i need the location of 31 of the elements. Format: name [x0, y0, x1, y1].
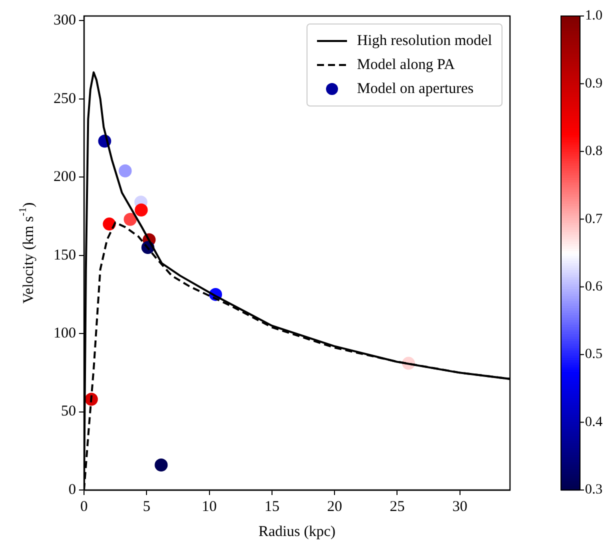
- y-tick-label: 300: [54, 12, 76, 29]
- x-axis-title: Radius (kpc): [258, 524, 336, 540]
- y-tick-label: 250: [54, 90, 76, 107]
- point: [154, 458, 168, 472]
- legend-label: Model along PA: [357, 56, 455, 73]
- color-bar-label: 0.9: [585, 76, 602, 92]
- color-bar-label: 0.5: [585, 347, 602, 362]
- x-tick-label: 5: [142, 498, 150, 515]
- x-tick-label: 30: [452, 498, 468, 515]
- y-axis-title: Velocity (km s-1): [18, 202, 37, 304]
- color-bar-label: 0.7: [585, 212, 602, 227]
- legend-label: Model on apertures: [357, 80, 474, 97]
- color-bar-label: 0.3: [585, 482, 602, 498]
- y-tick-label: 50: [61, 404, 76, 420]
- point: [134, 203, 148, 216]
- x-tick-label: 25: [390, 498, 405, 515]
- legend-label: High resolution model: [357, 32, 492, 49]
- point: [124, 212, 137, 226]
- x-tick-label: 10: [202, 498, 217, 515]
- color-bar-label: 0.4: [585, 414, 602, 430]
- x-tick-label: 0: [80, 498, 88, 515]
- point: [118, 164, 132, 178]
- color-bar-label: 0.8: [585, 144, 602, 160]
- y-tick-label: 100: [54, 326, 76, 342]
- x-tick-label: 15: [264, 498, 280, 515]
- y-tick-label: 0: [68, 482, 76, 498]
- color-bar-label: 1.0: [585, 8, 602, 24]
- y-tick-label: 200: [54, 169, 76, 186]
- color-bar-label: 0.6: [585, 280, 602, 295]
- x-tick-label: 20: [327, 498, 342, 515]
- y-tick-label: 150: [54, 247, 76, 264]
